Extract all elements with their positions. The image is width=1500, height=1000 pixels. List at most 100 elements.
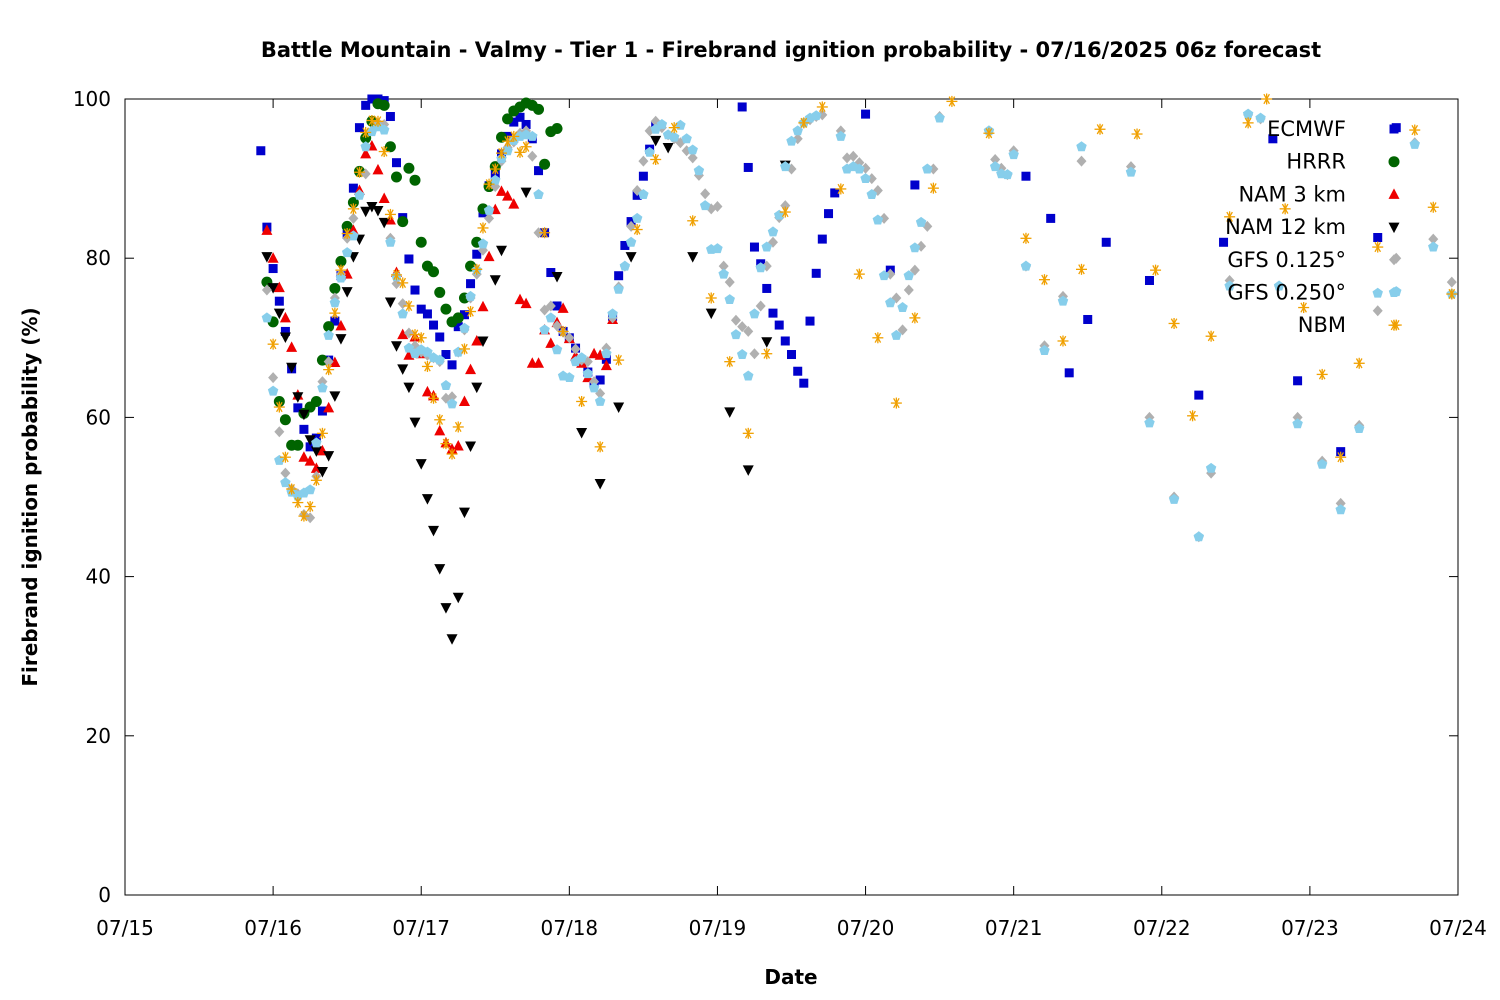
data-point	[527, 130, 538, 141]
data-point	[557, 302, 569, 313]
data-point	[348, 183, 358, 193]
data-point	[416, 304, 426, 314]
y-tick-label: 60	[86, 405, 111, 429]
data-point	[910, 180, 920, 190]
data-point	[613, 402, 625, 414]
data-point	[280, 467, 291, 479]
data-point	[428, 392, 440, 404]
series-0	[256, 94, 1401, 457]
data-point	[989, 161, 1001, 172]
data-point	[1242, 108, 1254, 119]
chart-title: Battle Mountain - Valmy - Tier 1 - Fireb…	[261, 38, 1321, 62]
data-point	[848, 150, 859, 162]
data-point	[749, 348, 760, 360]
data-point	[861, 109, 871, 119]
data-point	[1057, 335, 1069, 347]
data-point	[465, 441, 477, 453]
data-point	[551, 344, 563, 355]
data-point	[737, 321, 748, 333]
data-point	[471, 334, 483, 346]
legend: ECMWF HRRR NAM 3 km NAM 12 km GFS 0.125° GFS …	[1225, 117, 1400, 337]
data-point	[699, 200, 711, 211]
data-point	[422, 346, 433, 357]
data-point	[761, 348, 773, 360]
data-point	[508, 198, 520, 209]
data-point	[378, 99, 390, 111]
data-point	[854, 163, 865, 174]
data-point	[330, 316, 340, 326]
data-point	[459, 310, 469, 320]
data-point	[687, 252, 699, 263]
data-point	[1064, 368, 1074, 378]
data-point	[477, 222, 489, 234]
data-point	[403, 162, 415, 174]
data-point	[477, 336, 489, 347]
data-point	[891, 329, 902, 340]
data-point	[1131, 128, 1143, 140]
data-point	[545, 312, 557, 323]
data-point	[378, 217, 390, 229]
data-point	[434, 414, 446, 426]
data-point	[397, 328, 409, 340]
data-point	[261, 224, 273, 235]
data-point	[298, 409, 310, 421]
data-point	[638, 155, 649, 167]
data-point	[742, 465, 754, 476]
data-point	[1076, 263, 1088, 275]
data-point	[366, 114, 378, 126]
data-point	[310, 395, 322, 407]
data-point	[749, 242, 759, 252]
data-point	[415, 332, 427, 344]
data-point	[305, 512, 316, 524]
data-point	[310, 446, 322, 457]
x-tick-label: 07/19	[689, 916, 747, 940]
data-point	[927, 182, 939, 194]
data-point	[1353, 357, 1365, 369]
data-point	[1372, 305, 1383, 317]
y-tick-label: 40	[86, 565, 111, 589]
data-point	[774, 320, 784, 330]
series-3	[261, 135, 791, 645]
legend-label: ECMWF	[1267, 117, 1346, 141]
data-point	[687, 215, 699, 227]
data-point	[805, 316, 815, 326]
data-point	[305, 442, 315, 452]
data-point	[323, 329, 334, 340]
data-point	[1316, 368, 1328, 380]
data-point	[422, 309, 432, 319]
data-point	[378, 192, 390, 203]
data-point	[743, 325, 754, 337]
data-point	[990, 153, 1001, 165]
legend-label: GFS 0.125°	[1227, 248, 1346, 272]
data-point	[471, 263, 483, 275]
data-point	[317, 406, 327, 416]
data-point	[514, 146, 526, 158]
data-point	[631, 224, 643, 236]
data-point	[465, 290, 476, 301]
data-point	[317, 382, 328, 393]
data-point	[983, 127, 995, 139]
data-point	[539, 227, 551, 239]
data-point	[434, 354, 445, 365]
series-4	[261, 109, 1457, 543]
data-point	[885, 297, 896, 308]
data-point	[329, 391, 341, 402]
data-point	[773, 209, 785, 220]
data-point	[378, 146, 390, 158]
data-point	[644, 146, 655, 157]
data-point	[638, 189, 649, 199]
data-point	[502, 190, 514, 201]
data-point	[397, 298, 408, 310]
data-point	[527, 150, 538, 162]
data-point	[594, 478, 606, 490]
data-point	[409, 174, 421, 186]
data-point	[557, 325, 569, 337]
data-point	[397, 308, 408, 319]
data-point	[835, 183, 847, 195]
data-point	[495, 245, 507, 257]
data-point	[279, 311, 291, 323]
data-point	[551, 122, 563, 134]
data-point	[261, 312, 273, 323]
x-tick-label: 07/17	[392, 916, 450, 940]
data-point	[434, 424, 446, 436]
